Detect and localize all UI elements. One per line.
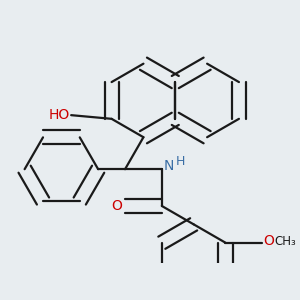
Text: H: H (176, 155, 186, 168)
Text: CH₃: CH₃ (274, 235, 296, 248)
Text: HO: HO (48, 108, 70, 122)
Text: O: O (112, 199, 122, 213)
Text: O: O (263, 234, 274, 248)
Text: N: N (164, 159, 174, 173)
